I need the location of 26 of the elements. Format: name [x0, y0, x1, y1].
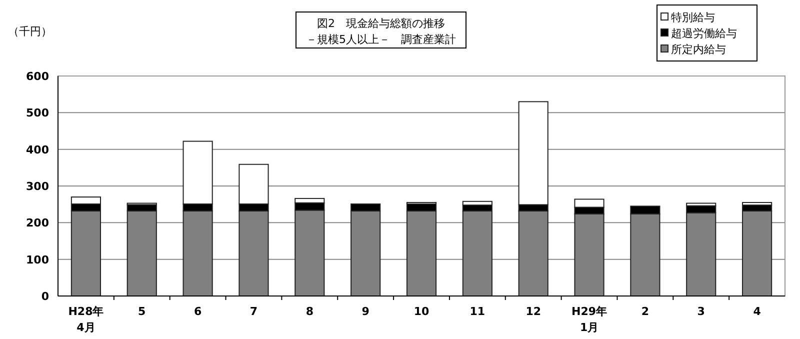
chart-title: 図2 現金給与総額の推移 — [317, 17, 445, 30]
y-tick-label: 100 — [26, 253, 50, 266]
x-tick-label: 7 — [250, 305, 258, 318]
x-tick-label: 10 — [414, 305, 430, 318]
legend-label: 所定内給与 — [671, 43, 726, 56]
x-tick-label: 3 — [697, 305, 705, 318]
y-tick-label: 600 — [26, 70, 50, 83]
y-tick-label: 400 — [26, 143, 50, 156]
y-tick-label: 500 — [26, 106, 50, 120]
y-tick-label: 300 — [26, 180, 50, 193]
x-tick-label: 6 — [194, 305, 202, 318]
chart-subtitle: －規模5人以上－ 調査産業計 — [306, 33, 456, 46]
y-tick-label: 200 — [26, 216, 50, 230]
legend-label: 超過労働給与 — [671, 27, 737, 40]
x-tick-label: 12 — [526, 305, 541, 318]
legend-label: 特別給与 — [671, 11, 715, 24]
x-tick-label: 9 — [362, 305, 370, 318]
y-tick-label: 0 — [41, 290, 50, 303]
x-tick-label: H29年 1月 — [572, 305, 608, 334]
y-axis-title: （千円） — [8, 25, 52, 38]
x-tick-label: 2 — [641, 305, 650, 318]
x-tick-label: 4 — [753, 305, 762, 318]
x-tick-label: 8 — [306, 305, 314, 318]
x-tick-label: H28年 4月 — [68, 305, 104, 334]
x-tick-label: 11 — [470, 305, 486, 318]
x-tick-label: 5 — [138, 305, 146, 318]
